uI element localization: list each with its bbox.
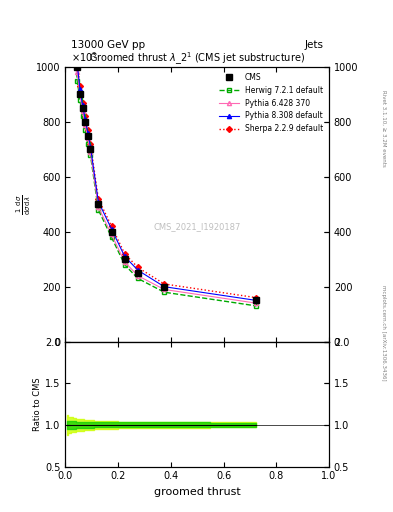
Pythia 6.428 370 <box>80 108 85 114</box>
Y-axis label: Ratio to CMS: Ratio to CMS <box>33 377 42 431</box>
Line: Herwig 7.2.1 default: Herwig 7.2.1 default <box>64 0 259 308</box>
Herwig 7.2.1 default <box>109 234 114 240</box>
Pythia 8.308 default <box>162 284 167 290</box>
CMS <box>96 201 101 207</box>
Pythia 8.308 default <box>136 267 140 273</box>
Herwig 7.2.1 default <box>80 113 85 119</box>
Pythia 8.308 default <box>96 199 101 205</box>
Pythia 8.308 default <box>122 253 127 260</box>
Text: Jets: Jets <box>305 40 324 50</box>
Pythia 8.308 default <box>77 86 82 92</box>
Text: mcplots.cern.ch [arXiv:1306.3436]: mcplots.cern.ch [arXiv:1306.3436] <box>381 285 386 380</box>
CMS <box>88 146 93 153</box>
Sherpa 2.2.9 default <box>83 113 88 119</box>
Herwig 7.2.1 default <box>88 152 93 158</box>
Sherpa 2.2.9 default <box>96 196 101 202</box>
Pythia 8.308 default <box>75 61 80 67</box>
Pythia 6.428 370 <box>122 259 127 265</box>
X-axis label: groomed thrust: groomed thrust <box>154 487 241 497</box>
Text: Rivet 3.1.10, ≥ 3.2M events: Rivet 3.1.10, ≥ 3.2M events <box>381 90 386 166</box>
Legend: CMS, Herwig 7.2.1 default, Pythia 6.428 370, Pythia 8.308 default, Sherpa 2.2.9 : CMS, Herwig 7.2.1 default, Pythia 6.428 … <box>217 71 325 136</box>
Sherpa 2.2.9 default <box>254 294 259 301</box>
Pythia 6.428 370 <box>162 286 167 292</box>
Sherpa 2.2.9 default <box>162 281 167 287</box>
Sherpa 2.2.9 default <box>109 223 114 229</box>
Herwig 7.2.1 default <box>254 303 259 309</box>
Pythia 8.308 default <box>85 130 90 136</box>
Pythia 6.428 370 <box>83 121 88 127</box>
Y-axis label: $\frac{1}{\mathrm{d}\sigma} \frac{\mathrm{d}\sigma}{\mathrm{d}\lambda}$: $\frac{1}{\mathrm{d}\sigma} \frac{\mathr… <box>15 194 33 215</box>
Line: Sherpa 2.2.9 default: Sherpa 2.2.9 default <box>64 0 259 300</box>
Herwig 7.2.1 default <box>122 262 127 268</box>
Pythia 6.428 370 <box>75 69 80 75</box>
Pythia 6.428 370 <box>96 204 101 210</box>
Pythia 6.428 370 <box>88 149 93 155</box>
Pythia 6.428 370 <box>136 273 140 279</box>
Herwig 7.2.1 default <box>136 275 140 282</box>
Sherpa 2.2.9 default <box>122 251 127 257</box>
Pythia 8.308 default <box>83 116 88 122</box>
Line: Pythia 8.308 default: Pythia 8.308 default <box>64 0 259 303</box>
Pythia 8.308 default <box>88 143 93 150</box>
Text: 13000 GeV pp: 13000 GeV pp <box>71 40 145 50</box>
Pythia 8.308 default <box>80 102 85 109</box>
CMS <box>77 91 82 97</box>
Sherpa 2.2.9 default <box>136 264 140 270</box>
CMS <box>162 284 167 290</box>
Pythia 8.308 default <box>72 14 77 20</box>
Herwig 7.2.1 default <box>83 127 88 133</box>
Sherpa 2.2.9 default <box>85 127 90 133</box>
Pythia 6.428 370 <box>85 135 90 141</box>
CMS <box>254 297 259 304</box>
Herwig 7.2.1 default <box>162 289 167 295</box>
Line: Pythia 6.428 370: Pythia 6.428 370 <box>64 0 259 305</box>
Pythia 8.308 default <box>254 297 259 304</box>
Sherpa 2.2.9 default <box>80 99 85 105</box>
CMS <box>109 229 114 235</box>
Pythia 8.308 default <box>109 226 114 232</box>
CMS <box>83 119 88 125</box>
CMS <box>122 256 127 262</box>
Text: CMS_2021_I1920187: CMS_2021_I1920187 <box>154 222 241 231</box>
Herwig 7.2.1 default <box>77 97 82 103</box>
Title: Groomed thrust $\lambda\_2^1$ (CMS jet substructure): Groomed thrust $\lambda\_2^1$ (CMS jet s… <box>89 50 305 67</box>
Sherpa 2.2.9 default <box>72 4 77 10</box>
Sherpa 2.2.9 default <box>75 58 80 65</box>
Pythia 6.428 370 <box>254 300 259 306</box>
Herwig 7.2.1 default <box>96 207 101 213</box>
Pythia 6.428 370 <box>72 23 77 29</box>
Herwig 7.2.1 default <box>72 36 77 42</box>
Sherpa 2.2.9 default <box>77 83 82 89</box>
Pythia 6.428 370 <box>109 231 114 238</box>
Text: $\times 10^3$: $\times 10^3$ <box>71 50 97 64</box>
CMS <box>75 64 80 70</box>
Sherpa 2.2.9 default <box>88 141 93 147</box>
Pythia 6.428 370 <box>77 91 82 97</box>
CMS <box>136 270 140 276</box>
Herwig 7.2.1 default <box>75 77 80 83</box>
CMS <box>72 9 77 15</box>
Line: CMS: CMS <box>64 0 259 303</box>
CMS <box>85 133 90 139</box>
CMS <box>80 105 85 111</box>
Herwig 7.2.1 default <box>85 141 90 147</box>
